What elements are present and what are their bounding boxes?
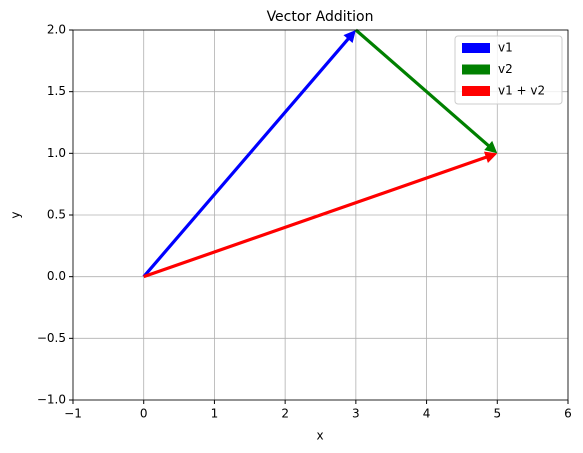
x-tick-label: 2 xyxy=(281,407,289,421)
y-tick-label: −1.0 xyxy=(37,393,66,407)
legend-label: v2 xyxy=(498,62,513,76)
x-axis-label: x xyxy=(316,429,323,443)
legend-swatch xyxy=(462,43,490,53)
legend-swatch xyxy=(462,64,490,75)
y-tick-label: −0.5 xyxy=(37,331,66,345)
x-tick-label: 3 xyxy=(352,407,360,421)
vector-arrow xyxy=(143,151,498,279)
x-tick-label: 5 xyxy=(493,407,501,421)
x-tick-label: 4 xyxy=(423,407,431,421)
legend-swatch xyxy=(462,86,490,96)
vector-arrow xyxy=(142,30,356,278)
chart-title: Vector Addition xyxy=(267,9,374,25)
y-tick-label: 1.5 xyxy=(47,84,66,98)
y-tick-label: 0.0 xyxy=(47,269,66,283)
plot-frame xyxy=(72,29,569,401)
x-tick-label: −1 xyxy=(64,407,82,421)
legend-label: v1 xyxy=(498,41,513,55)
x-tick-label: 1 xyxy=(211,407,219,421)
vector-arrow xyxy=(354,28,498,154)
legend-label: v1 + v2 xyxy=(498,84,545,98)
y-axis-label: y xyxy=(9,211,23,218)
x-tick-label: 0 xyxy=(140,407,148,421)
x-tick-label: 6 xyxy=(564,407,572,421)
y-tick-label: 1.0 xyxy=(47,146,66,160)
y-tick-label: 0.5 xyxy=(47,208,66,222)
y-tick-label: 2.0 xyxy=(47,23,66,37)
